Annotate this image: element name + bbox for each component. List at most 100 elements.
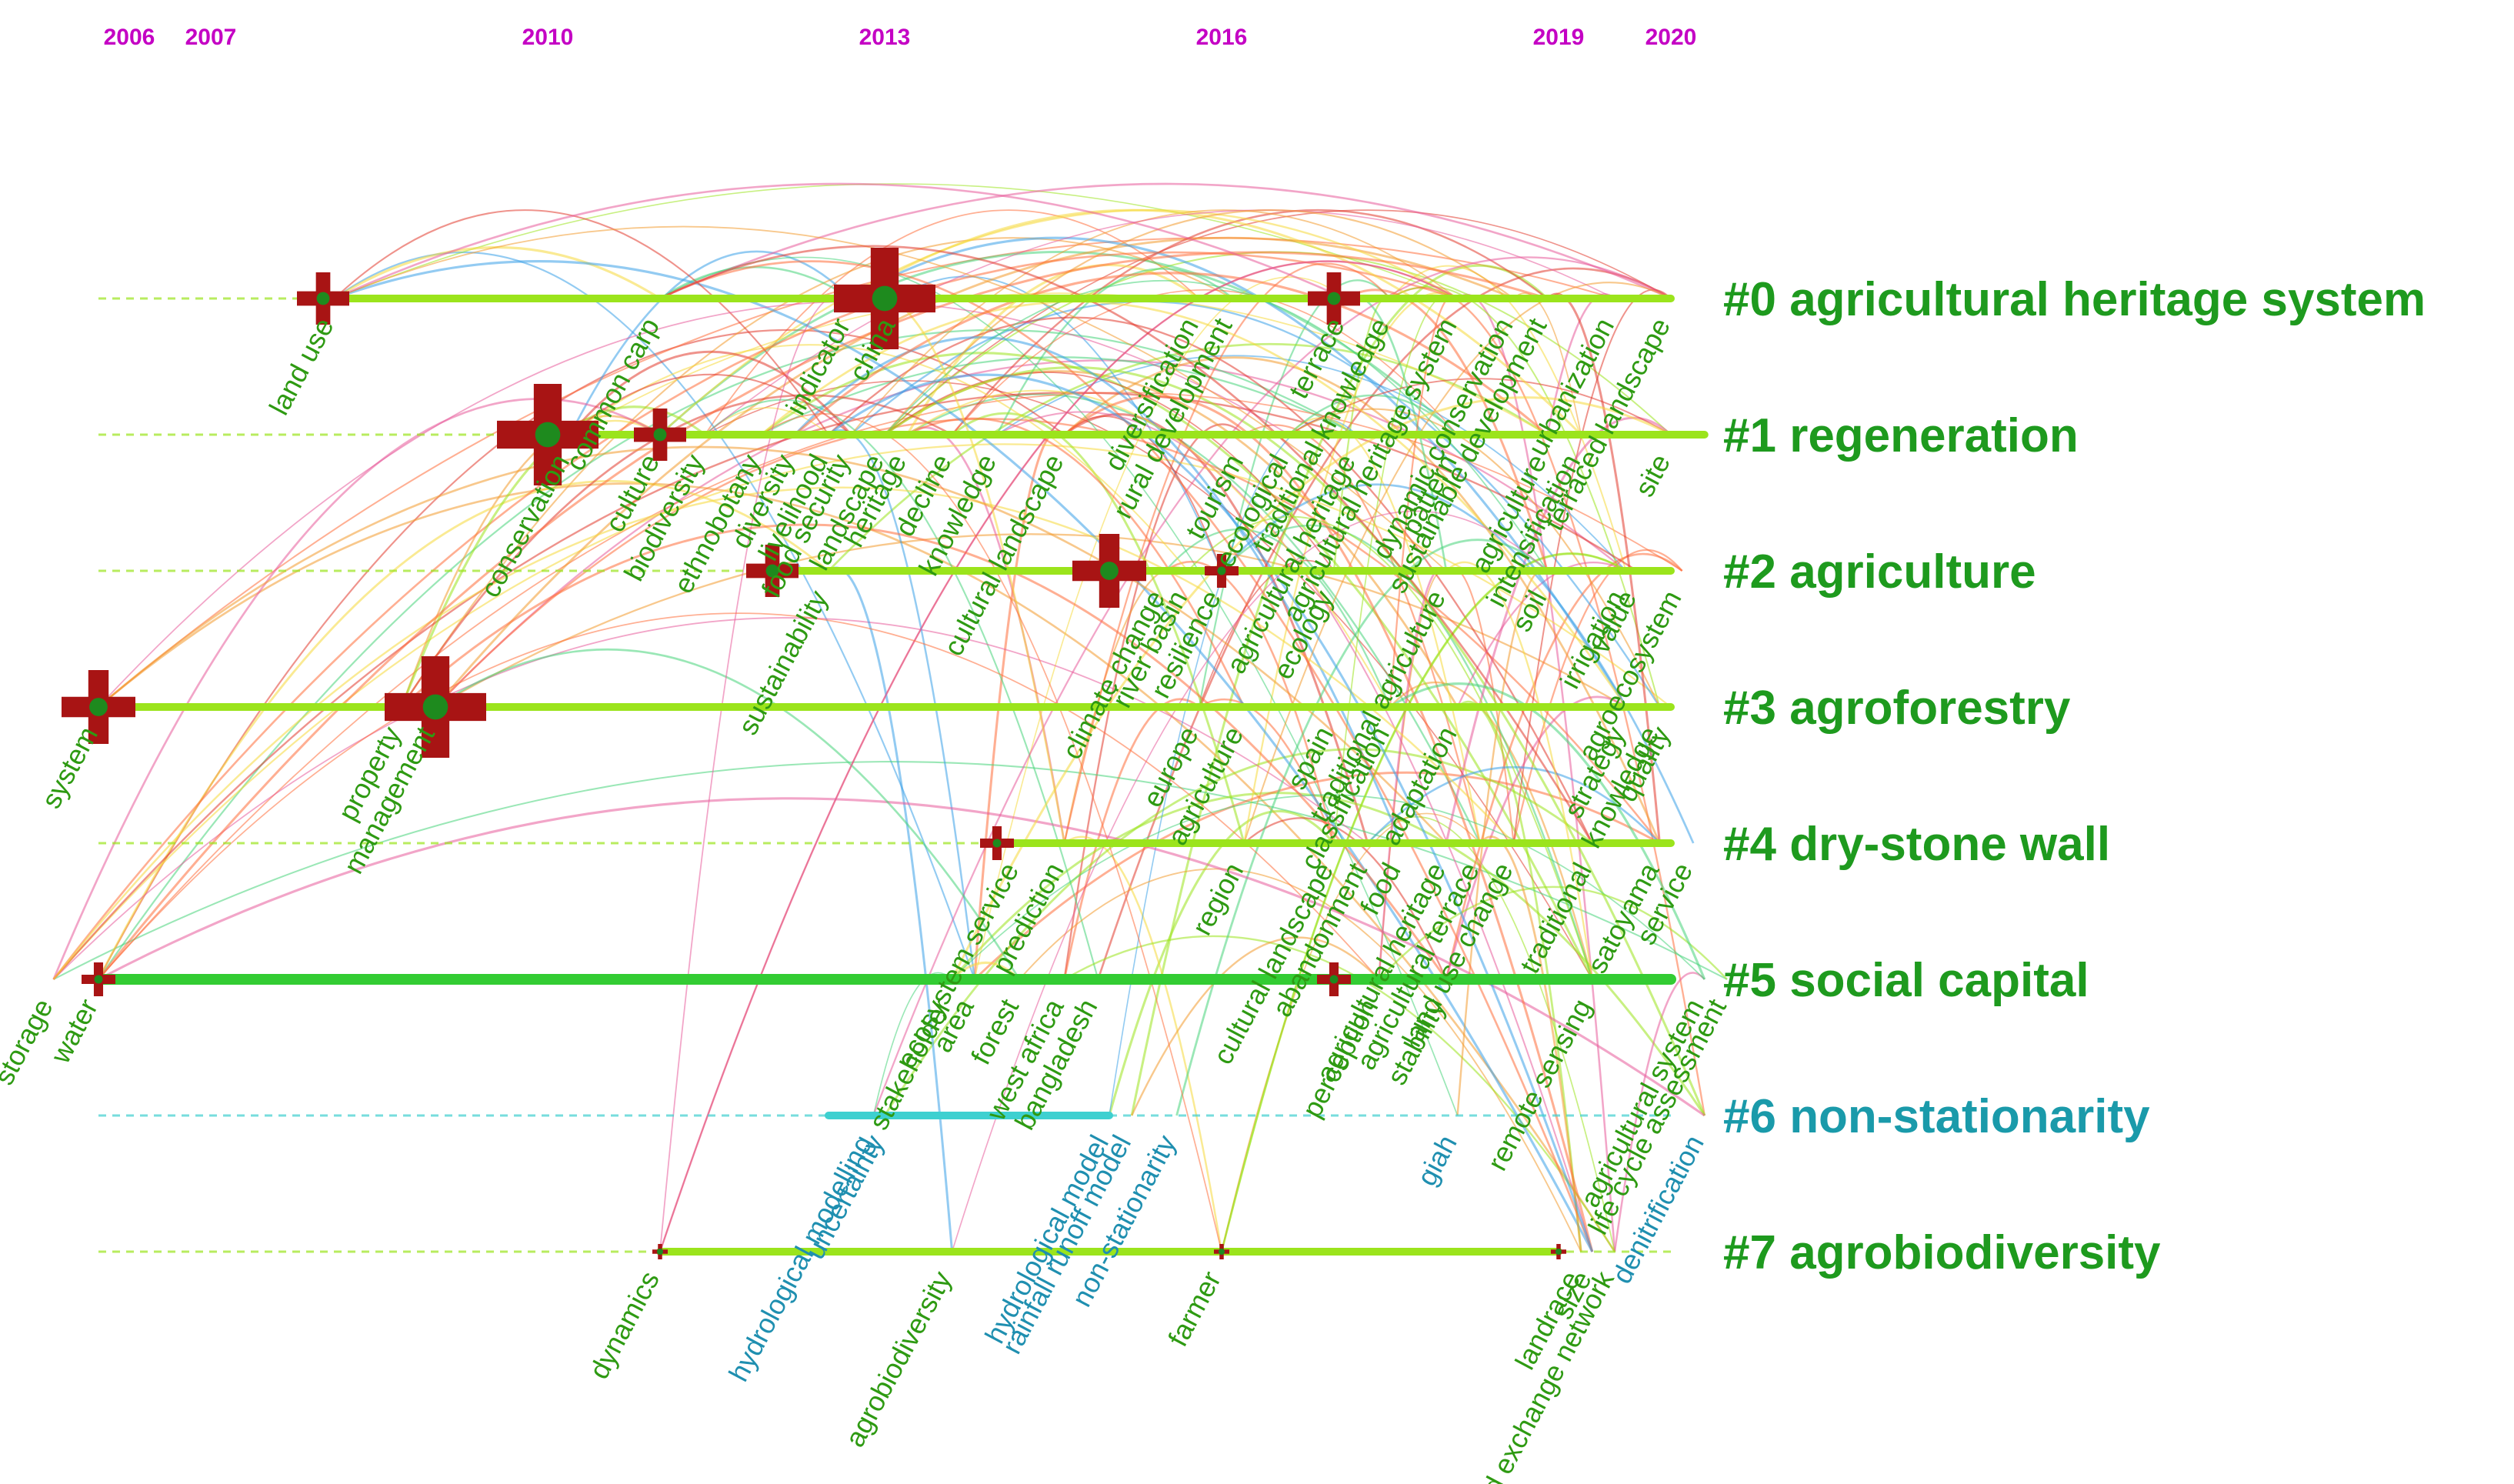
keyword-node-marker[interactable] — [1551, 1244, 1566, 1259]
citation-arc — [401, 415, 661, 708]
citation-arc — [1243, 282, 1672, 844]
cluster-label-6: #6 non-stationarity — [1723, 1090, 2150, 1143]
citation-arc — [850, 236, 1627, 708]
citation-arc — [569, 373, 852, 435]
keyword-label[interactable]: giah — [1411, 1130, 1463, 1191]
node-core — [872, 285, 898, 312]
citation-arc — [1378, 885, 1728, 980]
citation-arc — [569, 292, 1548, 435]
citation-arc — [1289, 408, 1661, 708]
citation-arc — [98, 445, 1447, 844]
citation-arc — [52, 443, 1672, 980]
cluster-label-7: #7 agrobiodiversity — [1723, 1226, 2161, 1279]
year-label-2020: 2020 — [1645, 25, 1697, 50]
citation-arc — [659, 294, 852, 1252]
keyword-label[interactable]: sustainability — [732, 585, 834, 740]
citation-arc — [884, 372, 1335, 572]
citation-arc — [951, 396, 1672, 980]
citation-arc — [435, 648, 1021, 980]
citation-arc — [98, 328, 1357, 980]
citation-arc — [1445, 561, 1593, 980]
keyword-label[interactable]: water — [44, 993, 104, 1069]
citation-arc — [951, 510, 1548, 1252]
citation-arc — [906, 389, 1391, 708]
cluster-label-3: #3 agroforestry — [1723, 682, 2071, 735]
citation-arc — [1512, 549, 1683, 844]
year-label-2019: 2019 — [1533, 25, 1585, 50]
node-core — [1329, 975, 1339, 984]
node-core — [89, 698, 108, 716]
keyword-nodes — [62, 248, 1566, 1259]
citation-arc — [401, 523, 1448, 980]
citation-arc — [794, 272, 1549, 436]
keyword-label[interactable]: land use — [263, 313, 340, 420]
node-core — [535, 422, 561, 448]
cluster-label-0: #0 agricultural heritage system — [1723, 273, 2426, 326]
citation-arc — [1344, 288, 1549, 572]
keyword-label[interactable]: farmer — [1162, 1266, 1227, 1352]
citation-arc — [760, 356, 1357, 436]
citation-arc — [1130, 264, 1549, 1116]
citation-arc — [435, 359, 1627, 708]
year-label-2016: 2016 — [1196, 25, 1248, 50]
citation-arc — [52, 398, 661, 980]
citation-arc — [760, 413, 1222, 1252]
node-core — [1555, 1249, 1562, 1255]
citation-arc — [1064, 935, 1615, 1252]
keyword-node-marker[interactable] — [1205, 554, 1239, 588]
keyword-label[interactable]: agrobiodiversity — [839, 1266, 958, 1452]
citation-arc — [828, 342, 1549, 572]
keyword-node-marker[interactable] — [1214, 1244, 1229, 1259]
keyword-node-marker[interactable] — [634, 409, 687, 462]
citation-arc — [951, 792, 1706, 1116]
cluster-label-2: #2 agriculture — [1723, 545, 2036, 599]
node-core — [1327, 292, 1341, 305]
citation-arc — [1288, 394, 1459, 435]
keyword-label[interactable]: site — [1629, 449, 1677, 502]
citation-arc — [435, 533, 1627, 708]
cluster-timelines — [93, 295, 1709, 1256]
keyword-node-marker[interactable] — [1317, 962, 1351, 996]
citation-arc — [850, 209, 1459, 435]
keyword-node-marker[interactable] — [1308, 272, 1360, 325]
keyword-node-marker[interactable] — [62, 670, 135, 744]
year-label-2010: 2010 — [522, 25, 574, 50]
citation-arc — [883, 748, 1593, 1116]
citation-arc — [97, 479, 829, 980]
citation-arc — [884, 209, 1515, 435]
year-label-2006: 2006 — [104, 25, 155, 50]
citation-arc — [1366, 766, 1661, 844]
citation-arc — [906, 393, 1481, 844]
citation-arc — [884, 279, 1549, 572]
keyword-label[interactable]: system — [35, 722, 104, 814]
keyword-node-marker[interactable] — [745, 545, 799, 598]
citation-arc — [1187, 515, 1593, 980]
citation-arc — [659, 209, 1459, 435]
citation-arc — [52, 486, 1515, 980]
citation-arc — [435, 418, 1661, 844]
citation-arc — [98, 797, 1705, 1117]
citation-arc — [850, 208, 1582, 436]
keyword-node-marker[interactable] — [980, 826, 1014, 860]
cluster-label-5: #5 social capital — [1723, 954, 2089, 1007]
citation-arc — [952, 794, 1705, 980]
citation-arc — [1063, 698, 1200, 980]
cluster-label-4: #4 dry-stone wall — [1723, 818, 2110, 871]
cluster-labels: #0 agricultural heritage system #1 regene… — [1723, 273, 2426, 1279]
citation-arc — [334, 260, 1594, 1252]
keyword-node-marker[interactable] — [384, 656, 486, 758]
citation-arc — [1175, 539, 1549, 1116]
keyword-label[interactable]: dynamics — [582, 1266, 665, 1385]
citation-arc — [53, 761, 1728, 980]
cluster-label-1: #1 regeneration — [1723, 409, 2079, 462]
citation-arc — [333, 209, 829, 435]
node-core — [1217, 566, 1226, 575]
keyword-label[interactable]: seed exchange network — [1455, 1266, 1620, 1484]
keyword-node-marker[interactable] — [297, 272, 349, 325]
keyword-node-marker[interactable] — [1072, 534, 1147, 608]
keyword-node-marker[interactable] — [497, 384, 598, 485]
keyword-node-marker[interactable] — [652, 1244, 668, 1259]
keyword-node-marker[interactable] — [82, 962, 115, 996]
keyword-node-marker[interactable] — [834, 248, 935, 349]
